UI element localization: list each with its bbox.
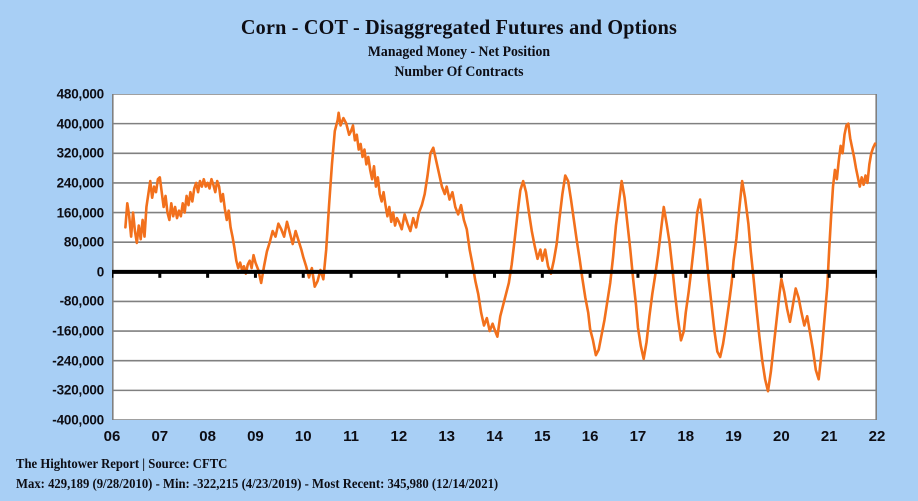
y-axis-tick-label: -160,000 [52,323,104,339]
y-axis-tick-label: 80,000 [63,234,104,250]
x-axis-tick-label: 09 [247,428,264,445]
x-axis-tick-label: 16 [581,428,599,445]
chart-footer: The Hightower Report | Source: CFTC Max:… [16,455,906,492]
y-axis-tick-label: -400,000 [52,412,104,428]
x-axis-tick-label: 22 [868,428,886,445]
x-axis-tick-label: 07 [151,428,169,445]
x-axis-tick-label: 11 [343,428,359,445]
footer-stats: Max: 429,189 (9/28/2010) - Min: -322,215… [16,476,499,491]
y-axis-tick-label: 240,000 [56,175,105,191]
y-axis-tick-label: 400,000 [56,116,105,132]
x-axis-tick-label: 21 [820,428,838,445]
line-chart-svg [112,94,877,420]
x-axis-tick-label: 10 [294,428,312,445]
chart-titles: Corn - COT - Disaggregated Futures and O… [0,0,918,80]
footer-source: The Hightower Report | Source: CFTC [16,456,228,471]
chart-subtitle-series: Managed Money - Net Position [367,44,551,60]
x-axis-labels: 06 07 08 09 10 11 12 13 14 15 16 17 18 19 20 21 22 [0,428,918,454]
y-axis-tick-label: -240,000 [52,353,104,369]
y-axis-tick-label: -320,000 [52,382,104,398]
plot-area [112,94,877,420]
y-axis-tick-label: -80,000 [59,293,105,309]
x-axis-tick-label: 20 [773,428,790,445]
y-axis-tick-label: 480,000 [56,86,105,102]
y-axis-labels: 480,000 400,000 320,000 240,000 160,000 80,00… [0,87,105,428]
x-axis-tick-label: 15 [533,428,551,445]
x-axis-tick-label: 13 [438,428,456,445]
x-axis-tick-label: 12 [390,428,408,445]
x-axis-tick-label: 14 [486,428,503,445]
y-axis-tick-label: 320,000 [56,145,105,161]
y-axis-tick-label: 0 [96,264,105,280]
x-axis-tick-label: 08 [199,428,216,445]
x-axis-tick-label: 18 [677,428,695,445]
x-axis-tick-label: 06 [103,428,121,445]
y-axis-tick-label: 160,000 [56,205,105,221]
x-axis-tick-label: 19 [725,428,742,445]
chart-subtitle-units: Number Of Contracts [394,64,524,80]
x-axis-tick-label: 17 [629,428,647,445]
page-title: Corn - COT - Disaggregated Futures and O… [240,15,678,39]
